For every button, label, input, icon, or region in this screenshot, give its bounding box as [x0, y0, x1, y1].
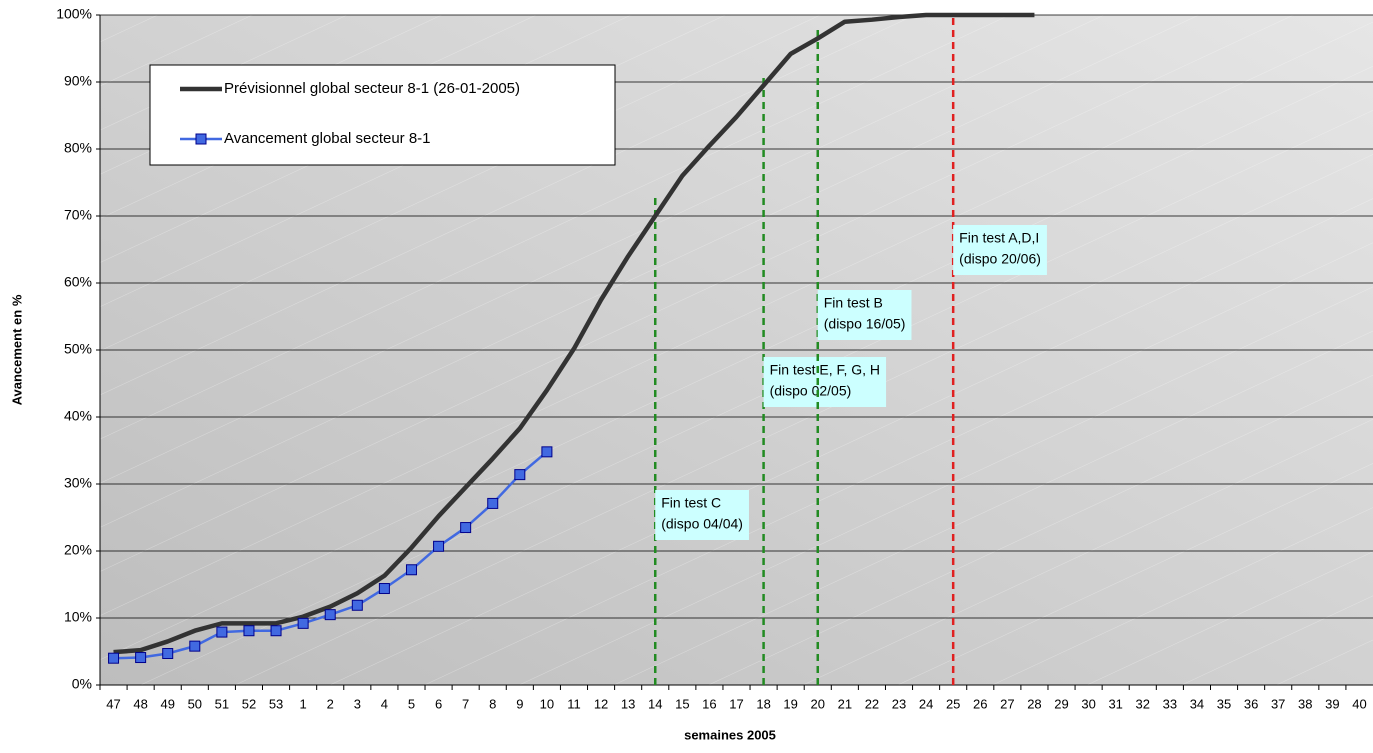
data-point: [541, 446, 553, 458]
x-tick-label: 24: [919, 696, 933, 711]
x-tick-label: 22: [865, 696, 879, 711]
x-tick-label: 16: [702, 696, 716, 711]
x-tick-label: 49: [160, 696, 174, 711]
y-tick-label: 90%: [64, 73, 92, 89]
x-tick-label: 39: [1325, 696, 1339, 711]
data-point: [270, 625, 282, 637]
x-tick-label: 47: [106, 696, 120, 711]
x-tick-label: 48: [133, 696, 147, 711]
x-tick-label: 32: [1136, 696, 1150, 711]
data-point: [189, 640, 201, 652]
y-axis-title: Avancement en %: [9, 294, 24, 405]
x-axis-title: semaines 2005: [684, 727, 776, 742]
x-tick-label: 27: [1000, 696, 1014, 711]
data-point: [433, 540, 445, 552]
annotation-text: Fin test E, F, G, H: [770, 362, 880, 378]
legend-label: Prévisionnel global secteur 8-1 (26-01-2…: [224, 80, 520, 97]
x-tick-label: 38: [1298, 696, 1312, 711]
annotation-box: [763, 357, 887, 407]
annotation-box: [817, 290, 912, 340]
data-point: [405, 564, 417, 576]
data-point: [135, 652, 147, 664]
x-tick-label: 14: [648, 696, 662, 711]
y-tick-label: 40%: [64, 408, 92, 424]
x-tick-label: 18: [756, 696, 770, 711]
x-tick-label: 35: [1217, 696, 1231, 711]
y-tick-label: 100%: [56, 6, 92, 22]
x-tick-label: 20: [811, 696, 825, 711]
annotation-text: Fin test B: [824, 295, 883, 311]
data-point: [351, 599, 363, 611]
data-point: [378, 583, 390, 595]
annotation-text: (dispo 20/06): [959, 251, 1041, 267]
y-tick-label: 30%: [64, 475, 92, 491]
x-tick-label: 13: [621, 696, 635, 711]
annotation-box: [953, 225, 1047, 275]
x-tick-label: 33: [1163, 696, 1177, 711]
x-tick-label: 34: [1190, 696, 1204, 711]
x-tick-label: 3: [354, 696, 361, 711]
x-tick-label: 8: [489, 696, 496, 711]
y-tick-label: 80%: [64, 140, 92, 156]
legend-marker: [195, 133, 207, 145]
data-point: [487, 497, 499, 509]
x-tick-label: 10: [540, 696, 554, 711]
x-tick-label: 17: [729, 696, 743, 711]
x-tick-label: 19: [783, 696, 797, 711]
x-tick-label: 9: [516, 696, 523, 711]
legend-box: [149, 64, 616, 166]
x-tick-label: 12: [594, 696, 608, 711]
data-point: [216, 626, 228, 638]
x-tick-label: 28: [1027, 696, 1041, 711]
x-tick-label: 31: [1108, 696, 1122, 711]
annotation-box: [655, 490, 749, 540]
x-tick-label: 21: [838, 696, 852, 711]
x-tick-label: 36: [1244, 696, 1258, 711]
data-point: [297, 617, 309, 629]
x-tick-label: 7: [462, 696, 469, 711]
data-point: [514, 469, 526, 481]
x-tick-label: 26: [973, 696, 987, 711]
x-tick-label: 25: [946, 696, 960, 711]
annotation-text: Fin test A,D,I: [959, 230, 1039, 246]
annotation-text: (dispo 02/05): [770, 383, 852, 399]
y-tick-label: 10%: [64, 609, 92, 625]
data-point: [460, 522, 472, 534]
y-tick-label: 20%: [64, 542, 92, 558]
x-tick-label: 4: [381, 696, 388, 711]
x-tick-label: 11: [567, 696, 581, 711]
data-point: [243, 625, 255, 637]
y-tick-label: 70%: [64, 207, 92, 223]
y-tick-label: 0%: [72, 676, 92, 692]
x-tick-label: 29: [1054, 696, 1068, 711]
x-tick-label: 15: [675, 696, 689, 711]
x-tick-label: 52: [242, 696, 256, 711]
annotation-text: (dispo 04/04): [661, 516, 743, 532]
x-tick-label: 50: [188, 696, 202, 711]
series-line: [113, 12, 1035, 655]
data-point: [108, 652, 120, 664]
legend-label: Avancement global secteur 8-1: [224, 130, 431, 147]
x-tick-label: 23: [892, 696, 906, 711]
annotation-text: Fin test C: [661, 495, 721, 511]
x-tick-label: 6: [435, 696, 442, 711]
x-tick-label: 53: [269, 696, 283, 711]
x-tick-label: 5: [408, 696, 415, 711]
x-tick-label: 30: [1081, 696, 1095, 711]
y-tick-label: 60%: [64, 274, 92, 290]
data-point: [324, 609, 336, 621]
annotation-text: (dispo 16/05): [824, 316, 906, 332]
y-tick-label: 50%: [64, 341, 92, 357]
x-tick-label: 40: [1352, 696, 1366, 711]
data-point: [162, 648, 174, 660]
x-tick-label: 2: [327, 696, 334, 711]
x-tick-label: 1: [300, 696, 307, 711]
x-tick-label: 37: [1271, 696, 1285, 711]
x-tick-label: 51: [215, 696, 229, 711]
